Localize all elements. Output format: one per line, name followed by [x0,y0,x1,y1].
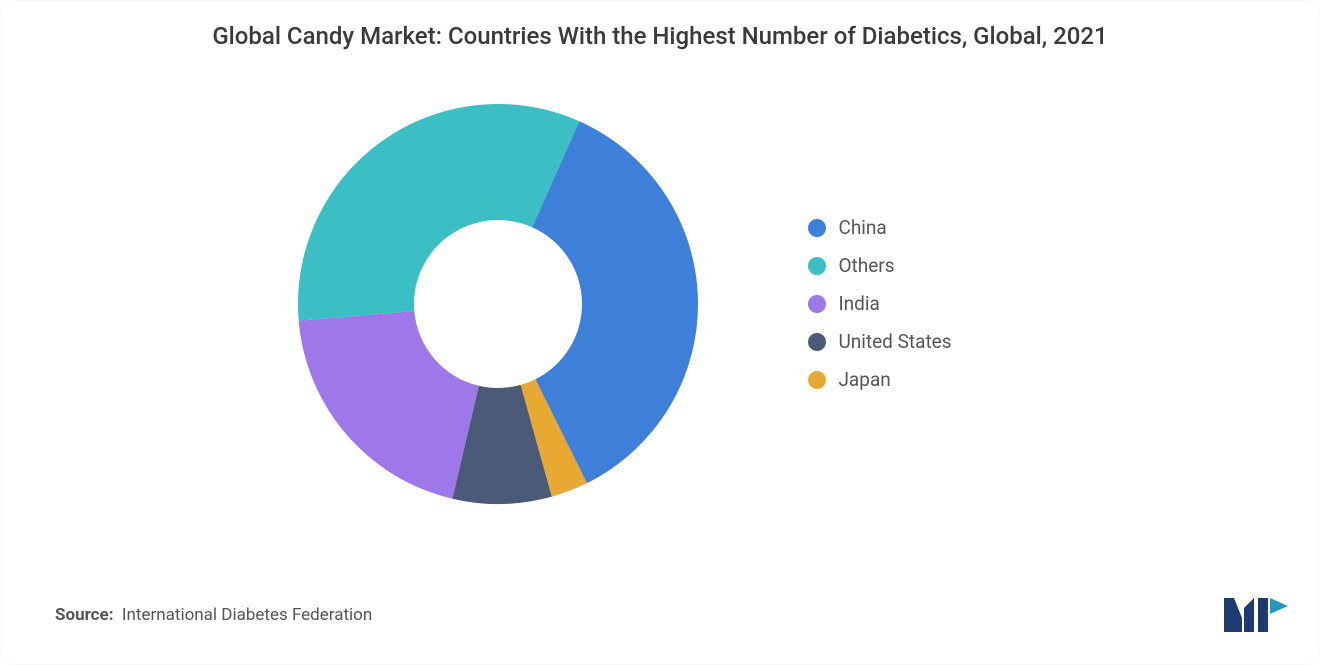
donut-slice-india [299,311,479,499]
legend-bullet-icon [808,333,826,351]
chart-container: Global Candy Market: Countries With the … [0,0,1320,665]
legend-bullet-icon [808,295,826,313]
legend-label: India [838,292,879,315]
donut-chart [288,94,708,514]
legend-bullet-icon [808,257,826,275]
chart-body: China Others India United States Japan [0,74,1270,534]
brand-logo [1220,592,1290,640]
legend-item-india: India [808,292,951,315]
logo-icon [1220,592,1290,636]
legend-label: Japan [838,368,890,391]
chart-title: Global Candy Market: Countries With the … [50,20,1270,54]
legend-bullet-icon [808,371,826,389]
legend-label: Others [838,254,894,277]
legend-label: China [838,216,886,239]
legend-item-china: China [808,216,951,239]
donut-slice-others [298,104,579,321]
legend: China Others India United States Japan [808,216,951,391]
legend-bullet-icon [808,219,826,237]
legend-item-others: Others [808,254,951,277]
legend-item-united-states: United States [808,330,951,353]
source-label: Source: International Diabetes Federatio… [55,605,372,625]
legend-label: United States [838,330,951,353]
donut-svg [288,94,708,514]
source-text-value: International Diabetes Federation [122,605,372,625]
source-prefix: Source: [55,605,113,625]
legend-item-japan: Japan [808,368,951,391]
